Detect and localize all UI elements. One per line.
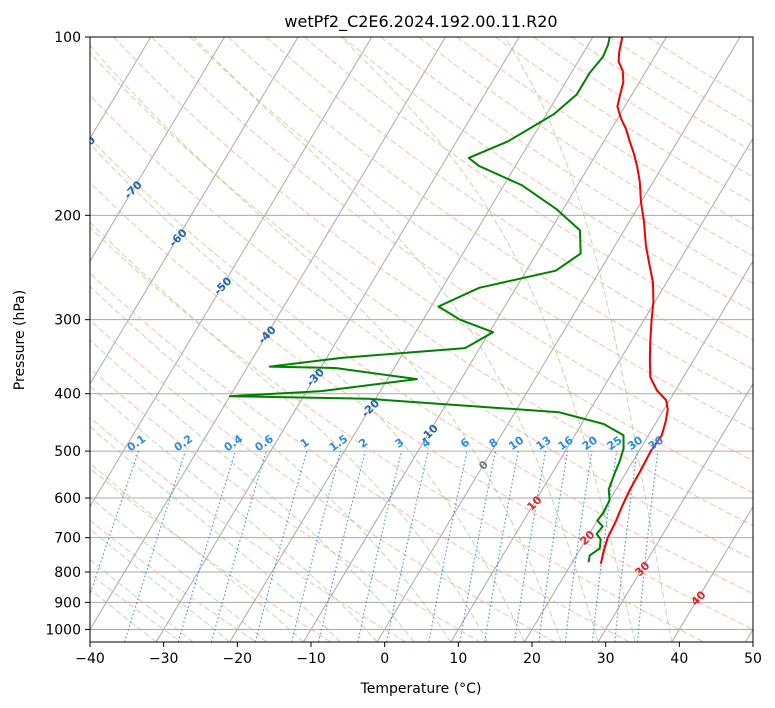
isotherm-line	[524, 260, 753, 642]
y-tick-label: 1000	[45, 622, 81, 638]
moist-adiabat	[90, 44, 562, 642]
mixing-ratio-line	[177, 450, 236, 642]
x-tick-label: −10	[296, 651, 326, 667]
x-tick-label: 40	[670, 651, 688, 667]
x-tick-label: 30	[597, 651, 615, 667]
dry-adiabat	[90, 226, 705, 642]
dry-adiabats	[90, 37, 753, 642]
y-tick-label: 200	[54, 208, 81, 224]
mixing-ratio-line	[123, 450, 186, 642]
isobar-grid	[90, 37, 753, 630]
y-tick-label: 300	[54, 313, 81, 329]
chart-title: wetPf2_C2E6.2024.192.00.11.R20	[284, 12, 557, 32]
mixing-ratio-line	[210, 450, 267, 642]
y-tick-label: 600	[54, 491, 81, 507]
moist-adiabat	[90, 528, 231, 642]
moist-adiabat	[90, 496, 267, 642]
isotherm-line	[597, 382, 753, 642]
mixing-ratio-line	[386, 450, 429, 642]
mixing-ratio-line	[538, 451, 569, 642]
mixing-ratio-line	[357, 450, 403, 642]
mixing-ratio-line	[291, 450, 342, 642]
y-tick-label: 700	[54, 531, 81, 547]
x-axis-ticks: −40 −30 −20 −10 0 10 20 30 40 50	[75, 642, 762, 667]
isotherm-line	[90, 37, 225, 263]
y-tick-label: 900	[54, 595, 81, 611]
isotherm-line	[671, 505, 753, 642]
y-tick-label: 500	[54, 444, 81, 460]
moist-adiabat	[90, 425, 341, 642]
dry-adiabat	[380, 37, 753, 284]
x-tick-label: −40	[75, 651, 105, 667]
plot-area: 0.10.20.40.611.52346810131620253036-100-…	[75, 37, 753, 642]
x-tick-label: 50	[744, 651, 762, 667]
mixing-ratio-lines	[90, 450, 659, 642]
moist-adiabat	[90, 588, 157, 642]
y-tick-label: 400	[54, 387, 81, 403]
moist-adiabat	[90, 221, 489, 642]
dry-adiabat	[90, 181, 753, 630]
mixing-ratio-line	[614, 451, 638, 642]
dry-adiabat	[342, 37, 753, 312]
y-tick-label: 800	[54, 565, 81, 581]
x-tick-label: −30	[149, 651, 179, 667]
mixing-ratio-line	[591, 451, 618, 642]
dry-adiabat	[113, 37, 753, 494]
plot-background	[90, 37, 753, 642]
isotherm-line	[90, 37, 373, 508]
moist-adiabat	[90, 385, 378, 642]
x-tick-label: −20	[223, 651, 253, 667]
moist-adiabat	[90, 339, 415, 642]
y-axis-ticks: 100 200 300 400 500 600 700 800 900 1000	[45, 30, 90, 638]
isotherm-line	[376, 37, 741, 642]
y-axis-label: Pressure (hPa)	[12, 290, 28, 390]
dry-adiabat	[90, 367, 481, 642]
temperature-profile-line	[599, 37, 669, 565]
x-tick-label: 10	[449, 651, 467, 667]
x-tick-label: 0	[380, 651, 389, 667]
moist-adiabats	[90, 37, 673, 642]
plot-frame	[89, 36, 754, 643]
dry-adiabat	[90, 319, 556, 642]
mixing-ratio-line	[254, 450, 308, 642]
y-tick-label: 100	[54, 30, 81, 46]
moist-adiabat	[504, 37, 673, 642]
profile-series	[228, 37, 669, 565]
isotherm-line	[229, 37, 594, 642]
mixing-ratio-line	[564, 451, 593, 642]
moist-adiabat	[193, 37, 599, 642]
moist-adiabat	[90, 558, 194, 642]
x-tick-label: 20	[523, 651, 541, 667]
mixing-ratio-line	[514, 451, 547, 642]
isotherm-line	[90, 37, 299, 385]
moist-adiabat	[90, 462, 304, 642]
isotherm-line	[90, 37, 446, 631]
mixing-ratio-line	[317, 450, 366, 642]
isotherm-line	[155, 37, 520, 642]
dry-adiabat	[90, 573, 182, 642]
x-axis-label: Temperature (°C)	[360, 681, 482, 697]
mixing-ratio-line	[637, 451, 659, 642]
isotherm-label: -80	[75, 133, 98, 156]
isotherm-line	[450, 137, 753, 642]
dry-adiabat	[90, 52, 753, 527]
dewpoint-profile-line	[228, 37, 625, 563]
dry-adiabat	[90, 467, 331, 642]
dry-adiabat	[90, 272, 630, 642]
moist-adiabat	[90, 143, 525, 642]
